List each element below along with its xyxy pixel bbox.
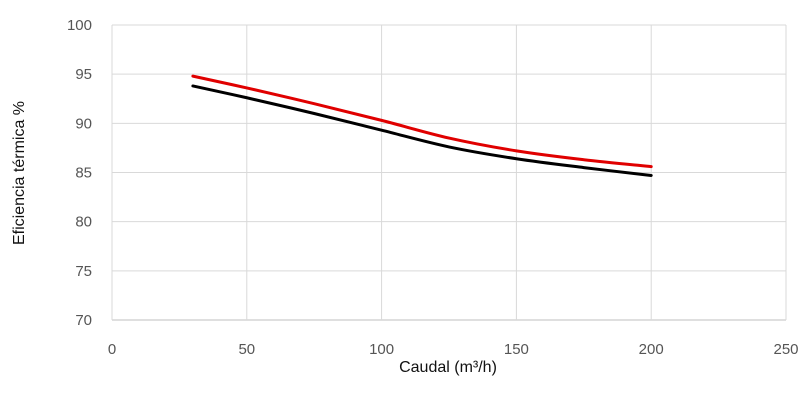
series-line-2 [191,84,653,177]
y-tick-label-70: 70 [75,312,92,329]
x-axis-title: Caudal (m³/h) [399,359,497,376]
x-tick-label-200: 200 [639,341,664,358]
y-tick-label-100: 100 [67,17,92,34]
y-tick-label-80: 80 [75,214,92,231]
series-line-1 [191,74,653,169]
x-tick-label-150: 150 [504,341,529,358]
series-layer [191,74,653,177]
x-tick-label-0: 0 [108,341,116,358]
x-tick-label-100: 100 [369,341,394,358]
y-tick-label-85: 85 [75,165,92,182]
y-axis-title: Eficiencia térmica % [11,101,28,245]
y-tick-label-75: 75 [75,263,92,280]
x-tick-label-250: 250 [773,341,798,358]
x-tick-label-50: 50 [238,341,255,358]
y-tick-label-90: 90 [75,115,92,132]
grid-layer [111,24,787,321]
tick-layer: 70 75 80 85 90 95 100 0 50 100 150 200 250 [67,17,799,358]
y-tick-label-95: 95 [75,66,92,83]
